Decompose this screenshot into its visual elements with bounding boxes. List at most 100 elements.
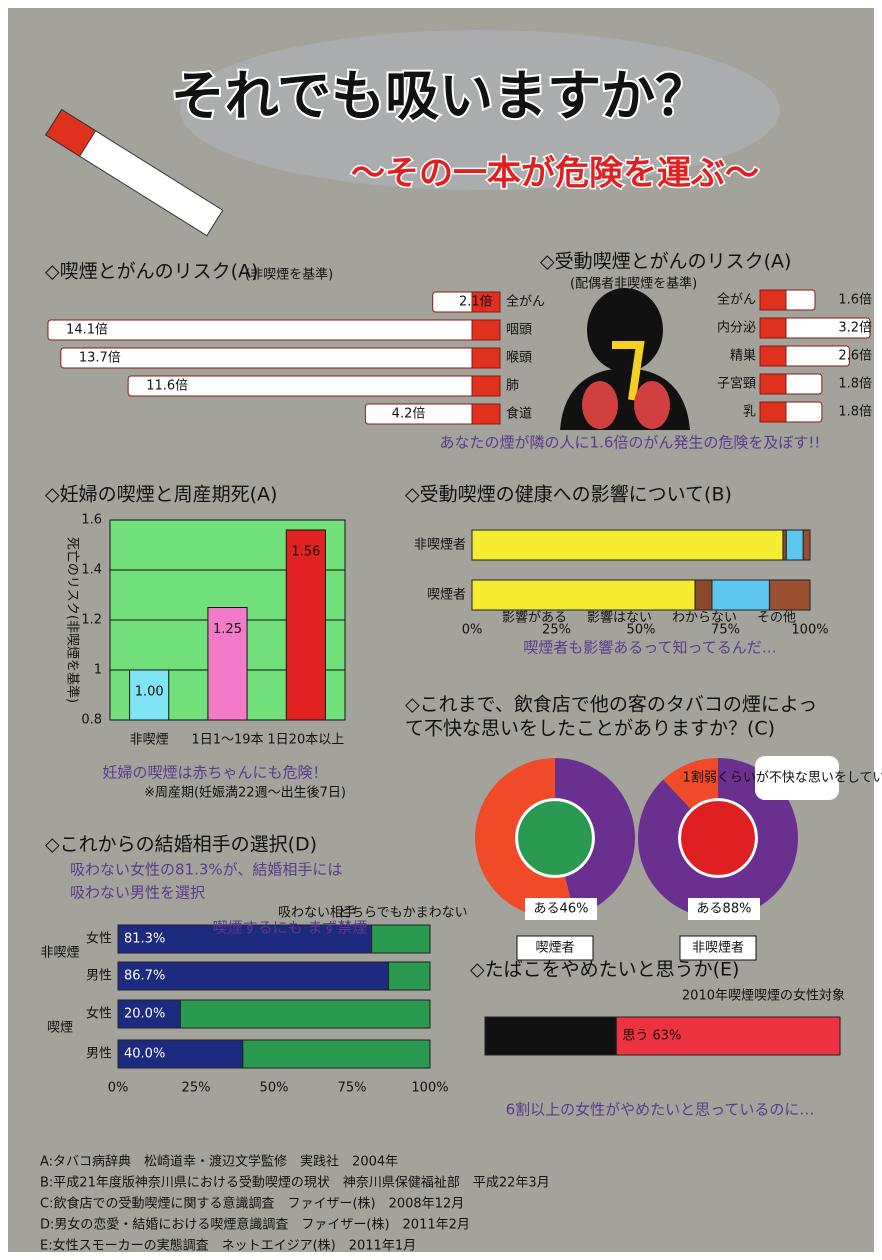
source: B:平成21年度版神奈川県における受動喫煙の現状 神奈川県保健福祉部 平成22年… [40,1175,550,1191]
cigarette-filter [759,373,787,395]
chart-subtitle: 2010年喫煙喫煙の女性対象 [682,988,845,1004]
cigarette-filter [471,403,501,425]
bar-segment [471,579,696,611]
cigarette-filter [471,347,501,369]
x-tick-label: 25% [542,623,571,638]
y-tick-label: 1.4 [81,563,102,578]
bar-segment [484,1016,617,1056]
chart-subtitle: 吸わない男性を選択 [70,884,205,902]
y-tick-label: 1.2 [81,613,102,628]
category-label: 女性 [86,931,112,947]
bar-segment [802,529,811,561]
x-tick-label: 75% [338,1081,367,1096]
legend-label: 影響がある [502,610,567,626]
value-label: 1.8倍 [838,405,872,420]
x-tick-label: 100% [411,1081,448,1096]
note: ※周産期(妊娠満22週〜出生後7日) [144,785,346,801]
value-label: 20.0% [124,1007,165,1022]
category-label: 男性 [86,969,112,984]
value-label: 3.2倍 [838,321,872,336]
chart-subtitle: 吸わない女性の81.3%が、結婚相手には [70,861,342,879]
value-label: 81.3% [124,932,165,947]
chart-title: ◇喫煙とがんのリスク(A) [45,261,258,283]
bar-segment [117,1039,244,1069]
legend-label: どちらでもかまわない [338,906,468,921]
value-label: 1.8倍 [838,377,872,392]
value-label: 1.00 [135,685,164,700]
y-tick-label: 0.8 [81,713,102,728]
group-label: 非喫煙 [40,946,79,961]
chart-title: ◇受動喫煙の健康への影響について(B) [405,484,732,506]
bar-segment [371,924,431,954]
chart-title: ◇受動喫煙とがんのリスク(A) [540,251,791,273]
source: D:男女の恋愛・結婚における喫煙意識調査 ファイザー(株) 2011年2月 [40,1217,470,1233]
category-label: 子宮頸 [717,376,756,392]
cigarette-filter [759,345,787,367]
callout [755,756,839,800]
bar-segment [694,579,713,611]
category-label: 全がん [506,294,545,310]
donut-hole [678,798,758,878]
category-label: 男性 [86,1047,112,1062]
value-label: 14.1倍 [66,323,108,338]
title: それでも吸いますか？ [171,65,709,128]
category-label: 肺 [506,379,519,394]
bar-segment [117,999,181,1029]
label-box [679,935,757,961]
value-label: 1.56 [291,545,320,560]
cigarette-filter [759,289,787,311]
x-tick-label: 25% [182,1081,211,1096]
source: E:女性スモーカーの実態調査 ネットエイジア(株) 2011年1月 [40,1238,416,1254]
x-tick-label: 75% [711,623,740,638]
annotation: 喫煙者も影響あるって知ってるんだ… [523,639,777,657]
chart-title: ◇これからの結婚相手の選択(D) [45,834,317,856]
cigarette-filter [759,317,787,339]
x-tick-label: 1日20本以上 [267,733,344,748]
value-label: 思う 63% [622,1029,681,1044]
legend-label: その他 [757,611,796,626]
cigarette-filter [471,291,501,313]
chart-title: ◇これまで、飲食店で他の客のタバコの煙によっ [405,694,817,716]
category-label: 全がん [717,292,756,308]
category-label: 咽頭 [506,323,532,338]
category-label: 喉頭 [506,351,532,366]
chart-subtitle: (配偶者非喫煙を基準) [570,276,697,292]
bar-segment [388,961,431,991]
value-label: 2.6倍 [838,349,872,364]
value-label: 1.6倍 [838,293,872,308]
value-label: 11.6倍 [146,379,188,394]
bar-segment [711,579,770,611]
cigarette-bar [47,319,501,341]
source: A:タバコ病辞典 松崎道幸・渡辺文学監修 実践社 2004年 [40,1154,398,1170]
label-box [516,935,594,961]
source: C:飲食店での受動喫煙に関する意識調査 ファイザー(株) 2008年12月 [40,1196,464,1212]
value-label: 86.7% [124,969,165,984]
category-label: 女性 [86,1006,112,1022]
donut-hole [515,798,595,878]
y-axis-label: 死亡のリスク(非喫煙を基準) [65,537,81,703]
cigarette-filter [471,319,501,341]
bar [129,669,170,721]
x-tick-label: 0% [108,1081,129,1096]
bar-segment [782,529,787,561]
value-label: 2.1倍 [459,295,493,310]
value-label: ある88% [697,902,752,917]
legend-label: 影響はない [587,610,652,626]
x-tick-label: 0% [462,623,483,638]
group-label: 喫煙 [47,1021,73,1036]
category-label: 乳 [743,405,756,420]
value-label: 1.25 [213,622,242,637]
bar [285,529,326,721]
category-label: 非喫煙者 [692,941,744,956]
bar-segment [179,999,431,1029]
bar-segment [768,579,811,611]
label-box [688,898,760,920]
subtitle: 〜その一本が危険を運ぶ〜 [351,154,759,194]
chart-subtitle: (非喫煙を基準) [245,267,333,283]
bar-segment [615,1016,841,1056]
bar-segment [117,961,390,991]
category-label: 非喫煙者 [414,538,466,553]
legend-label: 吸わない相手 [278,906,356,921]
x-tick-label: 1日1〜19本 [191,733,263,748]
